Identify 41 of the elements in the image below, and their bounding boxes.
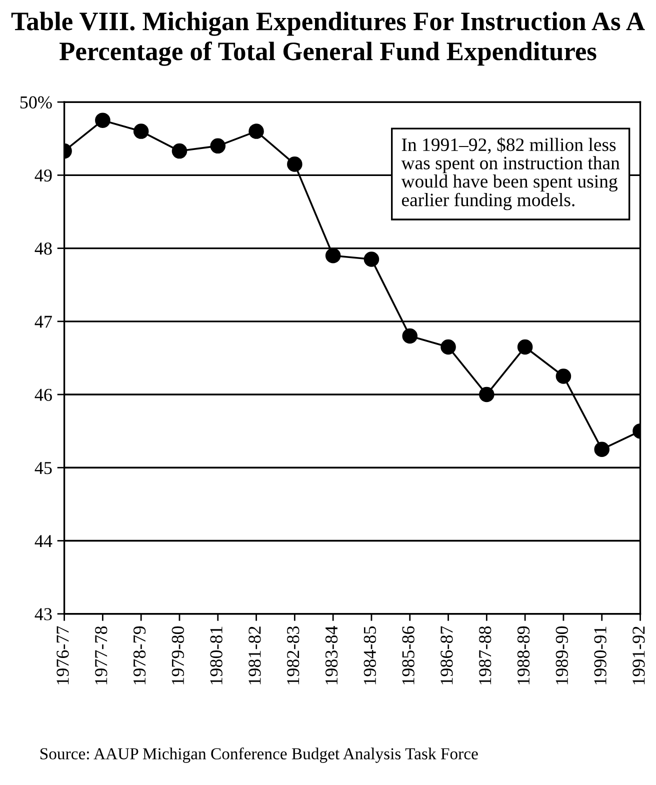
x-tick-label: 1987-88 [479,626,492,684]
point [402,328,418,344]
x-tick-label: 1983-84 [325,626,338,684]
x-tick-label: 1988-89 [517,626,530,684]
y-tick-label: 45 [34,462,52,474]
x-tick-label: 1985-86 [402,626,414,684]
x-tick-label: 1991-92 [632,626,645,684]
y-tick-label: 44 [34,535,52,548]
x-tick-label: 1984-85 [364,626,376,684]
annotation: In 1991–92, $82 million less was spent on instruction than would have been spent using earlier funding models. [401,137,620,210]
y-tick-label: 46 [34,388,52,401]
y-tick-label: 47 [34,316,52,328]
x-tick-label: 1981-82 [248,626,261,684]
x-tick-label: 1976-77 [56,626,69,684]
x-tick-label: 1977-78 [95,626,108,684]
point [479,386,494,402]
x-tick-label: 1978-79 [133,626,146,684]
y-tick-label: 48 [34,242,52,255]
point [440,339,456,355]
point [325,248,341,264]
point [133,124,149,139]
x-tick-label: 1989-90 [556,626,568,684]
chart-title: Table VIII. Michigan Expenditures For Instruction As A Percentage of Total General Fund Expenditures [11,12,645,66]
point [172,143,188,159]
point [594,442,610,457]
x-tick-label: 1982-83 [287,626,300,684]
point [556,368,572,384]
source-note: Source: AAUP Michigan Conference Budget Analysis Task Force [40,748,478,763]
y-tick-label: 49 [34,169,52,182]
y-tick-label: 43 [34,608,52,620]
x-tick-label: 1980-81 [210,626,222,684]
point [517,339,533,355]
x-tick-label: 1979-80 [172,626,184,684]
x-tick-label: 1986-87 [440,626,453,684]
x-tick-label: 1990-91 [594,626,606,684]
y-tick-label: 50% [20,96,52,109]
point [287,156,302,172]
point [210,138,226,154]
point [95,112,110,128]
point [364,252,380,267]
point [248,124,264,139]
